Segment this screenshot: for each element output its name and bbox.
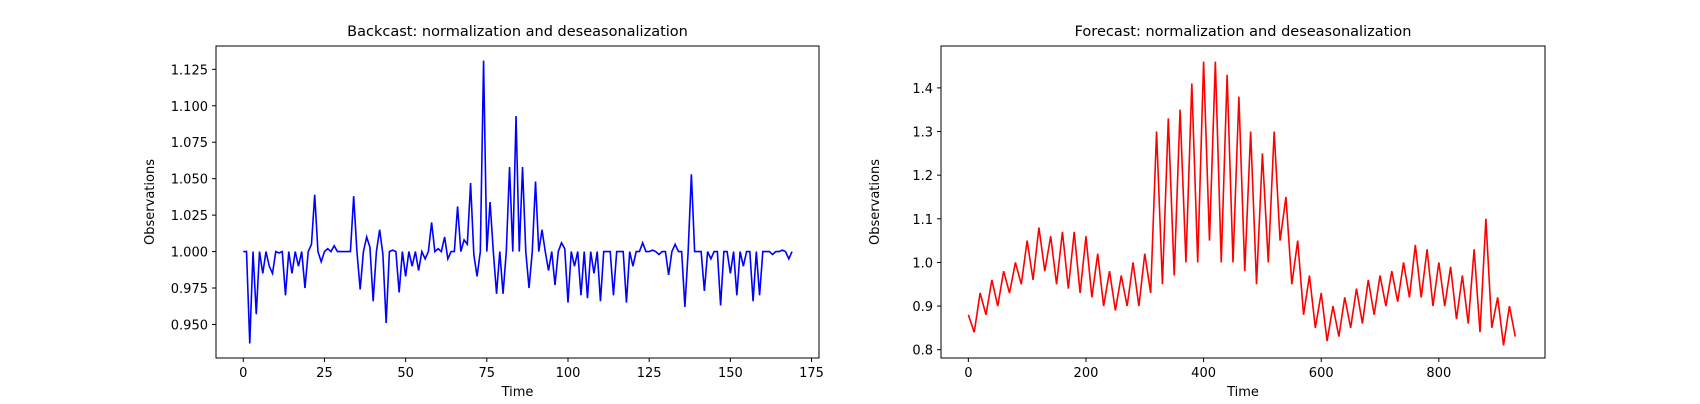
x-axis-label: Time [1226,385,1259,400]
axes-frame [215,45,820,359]
axes-frame [940,45,1546,359]
y-tick-label: 1.050 [171,173,208,188]
y-tick-label: 0.950 [171,318,208,333]
data-line [243,60,793,344]
y-tick-label: 1.1 [912,213,933,228]
y-tick-label: 1.2 [912,169,933,184]
x-tick-label: 600 [1309,366,1334,381]
y-tick-label: 1.025 [171,209,208,224]
y-tick-label: 1.125 [171,63,208,78]
x-tick-label: 50 [397,366,414,381]
x-tick-label: 125 [637,366,662,381]
y-axis-label: Observations [868,159,883,245]
chart-title: Forecast: normalization and deseasonaliz… [1075,24,1412,40]
x-tick-label: 800 [1426,366,1451,381]
data-line [967,61,1517,346]
x-axis-label: Time [501,385,534,400]
chart-title: Backcast: normalization and deseasonaliz… [347,24,688,40]
x-tick-label: 150 [718,366,743,381]
y-tick-label: 1.075 [171,136,208,151]
y-tick-label: 1.4 [912,82,933,97]
y-tick-label: 1.100 [171,100,208,115]
y-tick-label: 0.9 [912,300,933,315]
y-tick-label: 0.975 [171,282,208,297]
y-tick-label: 1.3 [912,126,933,141]
x-tick-label: 75 [479,366,496,381]
x-tick-label: 25 [316,366,333,381]
y-tick-label: 1.000 [171,246,208,261]
y-axis-label: Observations [143,159,158,245]
x-tick-label: 175 [799,366,824,381]
x-tick-label: 100 [556,366,581,381]
x-tick-label: 0 [964,366,972,381]
x-tick-label: 200 [1074,366,1099,381]
x-tick-label: 0 [239,366,247,381]
x-tick-label: 400 [1191,366,1216,381]
y-tick-label: 1.0 [912,256,933,271]
y-tick-label: 0.8 [912,344,933,359]
